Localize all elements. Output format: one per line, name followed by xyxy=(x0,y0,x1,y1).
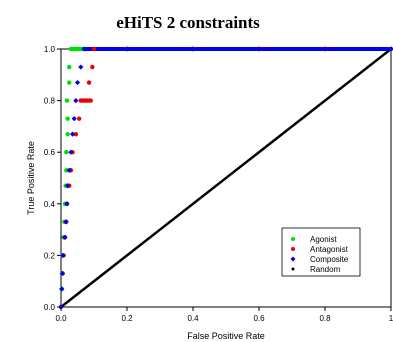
composite-point xyxy=(63,219,69,225)
agonist-point xyxy=(67,80,72,85)
composite-point xyxy=(78,64,84,70)
composite-point xyxy=(66,167,72,173)
agonist-point xyxy=(64,150,69,155)
agonist-legend-marker xyxy=(291,237,295,241)
composite-point xyxy=(58,304,64,310)
x-axis-ticks: 0.0 0.2 0.4 0.6 0.8 1 xyxy=(55,307,393,323)
composite-point xyxy=(124,46,130,52)
antagonist-point xyxy=(76,116,82,121)
composite-point xyxy=(68,149,74,155)
composite-point xyxy=(322,46,328,52)
composite-point xyxy=(62,234,68,240)
y-axis-label: True Positive Rate xyxy=(26,141,36,215)
composite-point xyxy=(190,46,196,52)
antagonist-point xyxy=(88,98,93,103)
composite-point xyxy=(64,201,70,207)
agonist-point xyxy=(67,64,72,70)
y-tick-label: 1.0 xyxy=(44,45,56,54)
antagonist-legend-label: Antagonist xyxy=(310,245,349,254)
legend-box xyxy=(281,227,361,277)
x-tick-label: 0.6 xyxy=(253,314,265,323)
y-tick-label: 0.8 xyxy=(44,97,56,106)
agonist-point xyxy=(64,98,70,103)
composite-legend-label: Composite xyxy=(310,255,349,264)
agonist-legend-label: Agonist xyxy=(310,235,337,244)
composite-point xyxy=(59,286,65,292)
y-tick-label: 0.2 xyxy=(44,251,56,260)
x-axis-label: False Positive Rate xyxy=(187,331,265,341)
composite-point xyxy=(256,46,262,52)
composite-legend-marker xyxy=(290,256,296,262)
antagonist-point xyxy=(73,131,79,137)
antagonist-legend-marker xyxy=(291,247,295,251)
composite-point xyxy=(59,270,65,277)
composite-point xyxy=(73,98,79,104)
agonist-point xyxy=(64,168,69,173)
x-tick-label: 0.4 xyxy=(187,314,199,323)
composite-point xyxy=(74,79,81,86)
random-diagonal-line xyxy=(60,48,392,308)
data-points xyxy=(58,46,393,310)
y-tick-label: 0.0 xyxy=(44,303,56,312)
agonist-point xyxy=(65,116,70,121)
y-axis-ticks: 0.0 0.2 0.4 0.6 0.8 1.0 xyxy=(44,45,61,312)
composite-point xyxy=(65,183,71,189)
composite-point xyxy=(71,116,77,122)
antagonist-point xyxy=(86,80,92,85)
composite-point xyxy=(388,46,393,52)
x-tick-label: 0.2 xyxy=(121,314,133,323)
chart-title: eHiTS 2 constraints xyxy=(116,13,260,32)
antagonist-point xyxy=(91,46,97,52)
y-tick-label: 0.4 xyxy=(44,200,56,209)
y-tick-label: 0.6 xyxy=(44,148,56,157)
antagonist-point xyxy=(90,64,95,70)
composite-point xyxy=(69,131,76,137)
composite-point xyxy=(60,252,66,258)
agonist-point xyxy=(65,131,70,137)
random-legend-marker xyxy=(291,267,295,271)
x-tick-label: 0.0 xyxy=(55,314,67,323)
x-tick-label: 1 xyxy=(389,314,393,323)
random-legend-label: Random xyxy=(310,265,341,274)
x-tick-label: 0.8 xyxy=(319,314,331,323)
composite-point xyxy=(81,46,87,52)
